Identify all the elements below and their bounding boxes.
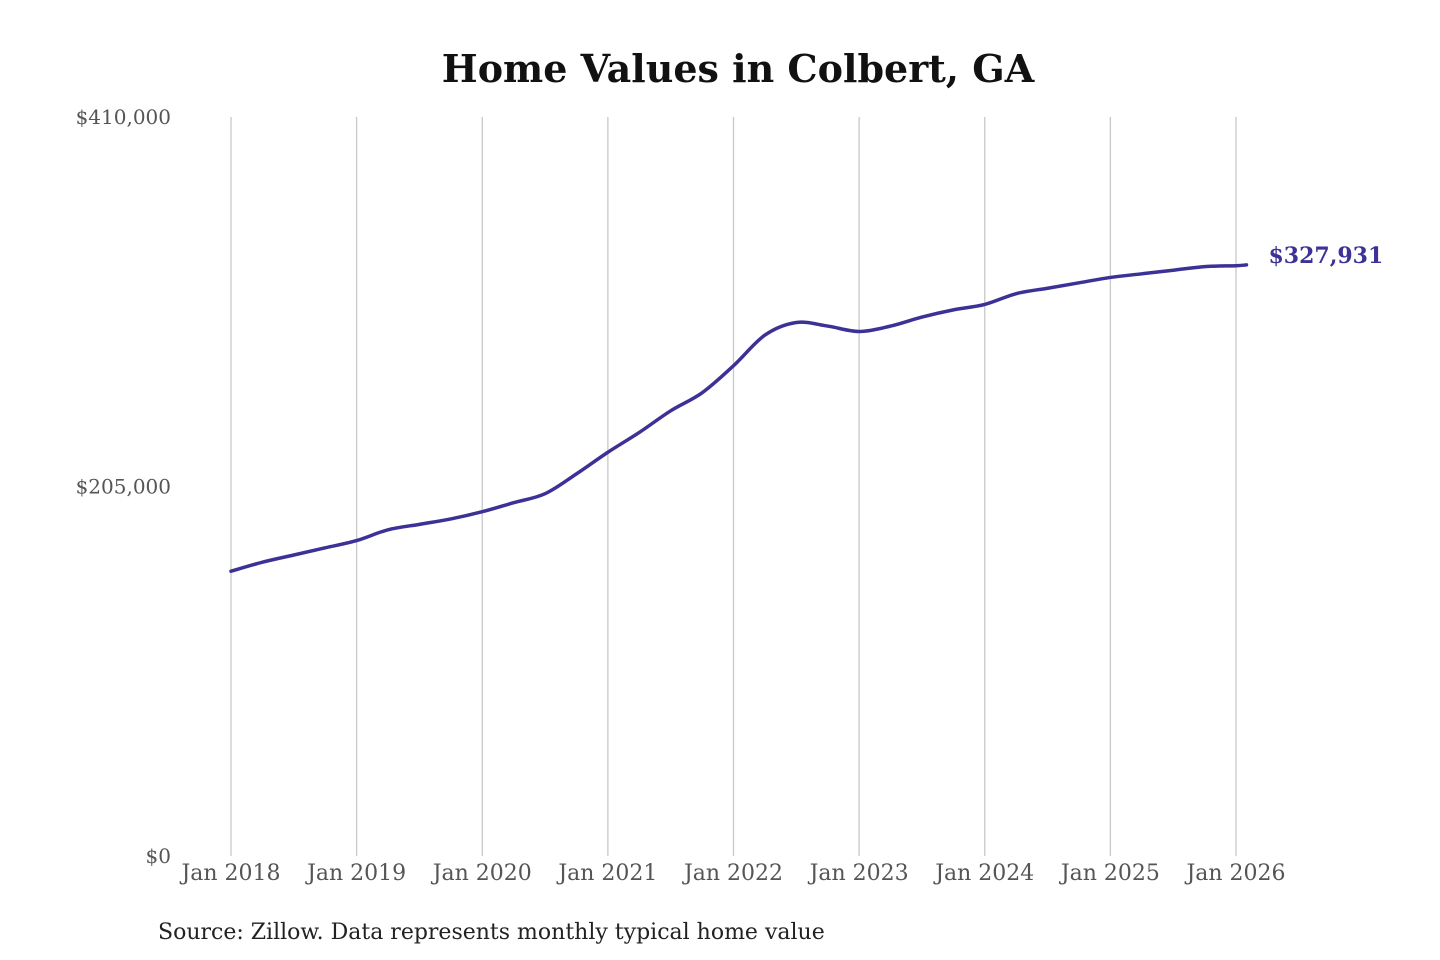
y-axis: $410,000 $205,000 $0 <box>76 105 171 868</box>
series-line-home-value <box>229 263 1249 573</box>
x-axis: Jan 2018 Jan 2019 Jan 2020 Jan 2021 Jan 2022… <box>179 861 1285 886</box>
x-tick-label: Jan 2024 <box>933 861 1034 886</box>
y-tick-label: $410,000 <box>76 105 171 129</box>
x-tick-label: Jan 2021 <box>556 861 657 886</box>
x-tick-label: Jan 2019 <box>305 861 406 886</box>
y-tick-label: $205,000 <box>76 475 171 499</box>
series-layer: $327,931 <box>229 243 1383 573</box>
x-tick-label: Jan 2023 <box>808 861 909 886</box>
y-tick-label: $0 <box>146 844 171 868</box>
x-tick-label: Jan 2020 <box>431 861 532 886</box>
gridlines <box>230 117 1237 856</box>
x-tick-label: Jan 2018 <box>179 861 280 886</box>
x-tick-label: Jan 2025 <box>1059 861 1160 886</box>
chart-title: Home Values in Colbert, GA <box>442 46 1035 91</box>
end-value-label: $327,931 <box>1268 243 1383 269</box>
x-tick-label: Jan 2022 <box>682 861 783 886</box>
source-note: Source: Zillow. Data represents monthly … <box>158 920 825 945</box>
x-tick-label: Jan 2026 <box>1184 861 1285 886</box>
